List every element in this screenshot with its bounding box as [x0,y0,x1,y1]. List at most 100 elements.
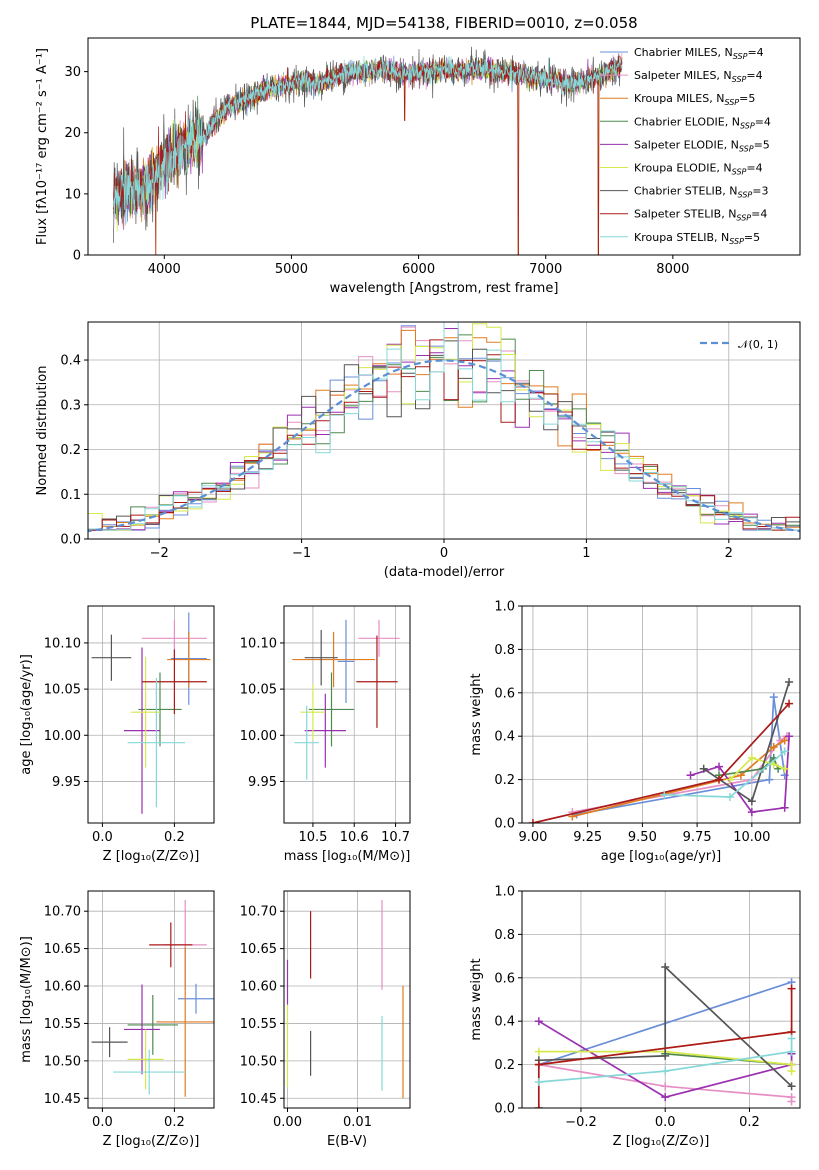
plot-area-age-z [88,606,214,823]
y-axis-label: Flux [fλ10⁻¹⁷ erg cm⁻² s⁻¹ A⁻¹] [35,48,50,245]
plot-area-residuals [88,322,800,539]
y-tick-label: 0 [73,249,81,264]
y-tick-label: 0.6 [494,971,515,986]
x-tick-label: 9.25 [573,830,602,845]
y-tick-label: 9.95 [52,775,81,790]
legend-label: Salpeter STELIB, NSSP=4 [634,208,767,223]
weight-marker-kroupa_elodie [534,1047,543,1056]
legend-label: Kroupa MILES, NSSP=5 [634,92,755,107]
y-tick-label: 0.0 [494,1102,515,1117]
legend-label: Salpeter ELODIE, NSSP=5 [634,138,770,153]
y-axis-label: mass weight [469,958,484,1040]
x-tick-label: 0.0 [92,830,113,845]
plot-area-mass-z [88,891,214,1108]
x-tick-label: −2 [150,546,169,561]
y-tick-label: 10.10 [44,636,81,651]
weight-marker-kroupa_elodie [747,753,756,762]
figure-title: PLATE=1844, MJD=54138, FIBERID=0010, z=0… [250,14,637,32]
y-tick-label: 10.50 [44,1054,81,1069]
weight-marker-salpeter_miles [787,1097,796,1106]
chart-mass-z: 0.0 0.2 10.45 10.50 10.55 10.60 10.65 10.70 Z [l… [19,890,215,1149]
x-axis-label: E(B-V) [327,1134,367,1149]
x-tick-label: 10.5 [298,830,327,845]
plot-area-spectrum [113,46,623,255]
weight-marker-kroupa_stelib [787,1034,796,1043]
y-axis-label: mass [log₁₀(M/M⊙)] [19,936,34,1063]
x-tick-label: 0.0 [655,1115,676,1130]
x-tick-label: 0.2 [739,1115,760,1130]
gaussian-reference-curve [88,359,800,533]
axes-frame [283,605,411,824]
chart-weight-age: 9.00 9.25 9.50 9.75 10.00 0.0 0.2 0.4 0.6 0.8 1.0 a… [469,600,801,864]
weight-marker-kroupa_elodie [725,775,734,784]
y-tick-label: 10.00 [240,729,277,744]
y-tick-label: 0.4 [494,1015,515,1030]
weight-marker-salpeter_stelib [534,1060,543,1069]
legend-label: Chabrier ELODIE, NSSP=4 [634,115,771,130]
y-tick-label: 20 [64,126,81,141]
plot-area-weight-z [522,891,800,1108]
y-tick-label: 0.8 [494,928,515,943]
y-tick-label: 10.50 [240,1054,277,1069]
axes-frame [87,890,215,1109]
weight-marker-salpeter_stelib [528,819,537,823]
chart-age-z: 0.0 0.2 9.95 10.00 10.05 10.10 Z [log₁₀(Z/Z⊙)]… [19,605,215,864]
weight-marker-salpeter_miles [661,1082,670,1091]
chart-residuals: −2 −1 0 1 2 0.0 0.1 0.2 0.3 0.4 (data-model)/error… [35,321,801,580]
weight-marker-chabrier_miles [769,693,778,702]
weight-marker-kroupa_elodie [769,760,778,769]
legend-label: Salpeter MILES, NSSP=4 [634,69,763,84]
legend-label: Kroupa ELODIE, NSSP=4 [634,162,763,177]
weight-line-kroupa_stelib [538,1038,793,1083]
x-tick-label: 9.75 [683,830,712,845]
y-axis-label: Normed distribution [35,366,50,496]
weight-marker-chabrier_stelib [661,962,670,971]
x-tick-label: 0.01 [343,1115,372,1130]
chart-spectrum: 4000 5000 6000 7000 8000 0 10 20 30 wavelength [A… [35,37,801,296]
y-tick-label: 10.05 [240,683,277,698]
x-tick-label: 0.0 [92,1115,113,1130]
weight-marker-kroupa_stelib [780,747,789,756]
x-tick-label: 0.00 [273,1115,302,1130]
weight-line-salpeter_stelib [537,988,793,1108]
weight-marker-kroupa_stelib [787,1047,796,1056]
x-tick-label: 10.00 [733,830,770,845]
legend-label: Chabrier STELIB, NSSP=3 [634,185,768,200]
spectrum-line-kroupa_elodie [113,56,623,255]
x-tick-label: 10.7 [381,830,410,845]
axes-frame [87,321,801,540]
x-axis-label: (data-model)/error [384,565,505,580]
weight-marker-salpeter_elodie [534,1017,543,1026]
plot-area-weight-age [522,606,800,823]
x-tick-label: −1 [292,546,311,561]
axes-frame [87,605,215,824]
x-tick-label: 4000 [148,262,181,277]
weight-marker-kroupa_miles [780,736,789,745]
y-tick-label: 0.1 [60,488,81,503]
weight-line-salpeter_miles [572,735,788,813]
chart-age-mass: 10.5 10.6 10.7 9.95 10.00 10.05 10.10 mass [log… [240,605,411,864]
x-tick-label: 0 [440,546,448,561]
y-tick-label: 10.60 [44,980,81,995]
x-tick-label: 10.6 [340,830,369,845]
weight-marker-salpeter_elodie [785,732,794,741]
weight-line-kroupa_elodie [729,756,786,781]
x-axis-label: Z [log₁₀(Z/Z⊙)] [613,1134,710,1149]
weight-marker-salpeter_stelib [785,699,794,708]
x-tick-label: 1 [582,546,590,561]
x-tick-label: −0.2 [565,1115,597,1130]
y-tick-label: 9.95 [248,775,277,790]
y-tick-label: 1.0 [494,600,515,615]
axes-frame [521,890,801,1109]
weight-marker-chabrier_miles [765,775,774,784]
weight-marker-salpeter_elodie [747,808,756,817]
y-tick-label: 10.05 [44,683,81,698]
y-tick-label: 0.0 [60,533,81,548]
y-tick-label: 10.55 [44,1017,81,1032]
x-tick-label: 6000 [402,262,435,277]
y-tick-label: 0.8 [494,643,515,658]
y-tick-label: 10.65 [44,942,81,957]
weight-line-kroupa_miles [572,739,786,818]
axes-frame [521,605,801,824]
